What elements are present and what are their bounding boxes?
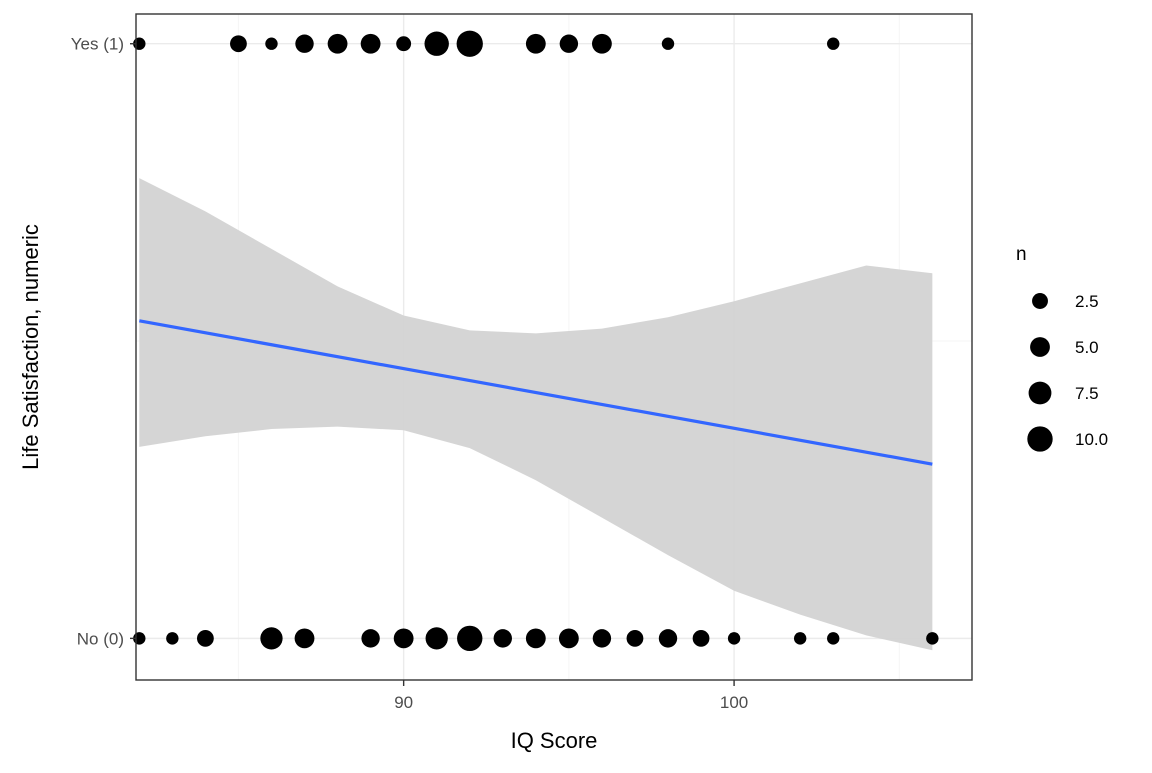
legend-key (1028, 381, 1052, 405)
point-yes (424, 31, 449, 56)
confidence-band-layer (139, 178, 933, 651)
point-no (294, 628, 315, 649)
point-no (727, 632, 741, 645)
y-tick-label: Yes (1) (71, 35, 124, 54)
point-no (592, 629, 612, 648)
point-no (793, 632, 807, 645)
point-yes (396, 36, 412, 52)
point-no (626, 629, 644, 647)
point-no (493, 629, 512, 648)
confidence-band (139, 178, 933, 651)
point-no (692, 629, 710, 647)
point-yes (456, 30, 483, 57)
legend-items: 2.5 5.0 7.5 10.0 (1027, 292, 1108, 452)
fit-line-layer (139, 319, 933, 466)
point-no (425, 627, 448, 650)
point-no (361, 629, 380, 648)
legend-label: 2.5 (1075, 292, 1099, 311)
point-yes (592, 33, 612, 54)
point-layer (133, 30, 939, 652)
point-yes (327, 33, 348, 54)
legend-key (1027, 426, 1053, 452)
x-axis-title: IQ Score (511, 728, 598, 753)
panel-border (135, 13, 973, 681)
legend-label: 7.5 (1075, 384, 1099, 403)
legend-title: n (1016, 244, 1027, 265)
point-no (393, 628, 414, 649)
point-yes (559, 34, 579, 53)
legend-key (1030, 337, 1050, 357)
point-yes (230, 35, 247, 53)
point-no (926, 632, 939, 645)
point-yes (525, 33, 546, 54)
point-no (260, 627, 283, 650)
point-no (827, 632, 840, 645)
point-yes (661, 37, 675, 50)
legend-label: 10.0 (1075, 430, 1108, 449)
point-yes (827, 37, 840, 50)
point-yes (295, 34, 314, 53)
point-no (166, 632, 179, 645)
y-tick-label: No (0) (77, 629, 124, 648)
fit-line (139, 319, 933, 466)
point-no (525, 628, 546, 649)
point-no (457, 625, 483, 652)
legend-label: 5.0 (1075, 338, 1099, 357)
point-no (658, 629, 678, 648)
point-yes (265, 37, 278, 50)
x-tick-label: 90 (394, 693, 413, 712)
point-no (558, 628, 579, 649)
point-no (196, 629, 214, 647)
legend-key (1032, 293, 1048, 309)
x-tick-label: 100 (720, 693, 748, 712)
axis-layer: 90 100 No (0) Yes (1) (71, 35, 749, 712)
y-axis-title: Life Satisfaction, numeric (18, 224, 43, 470)
legend: n 2.5 5.0 7.5 10.0 (1016, 244, 1108, 452)
point-yes (360, 33, 381, 54)
